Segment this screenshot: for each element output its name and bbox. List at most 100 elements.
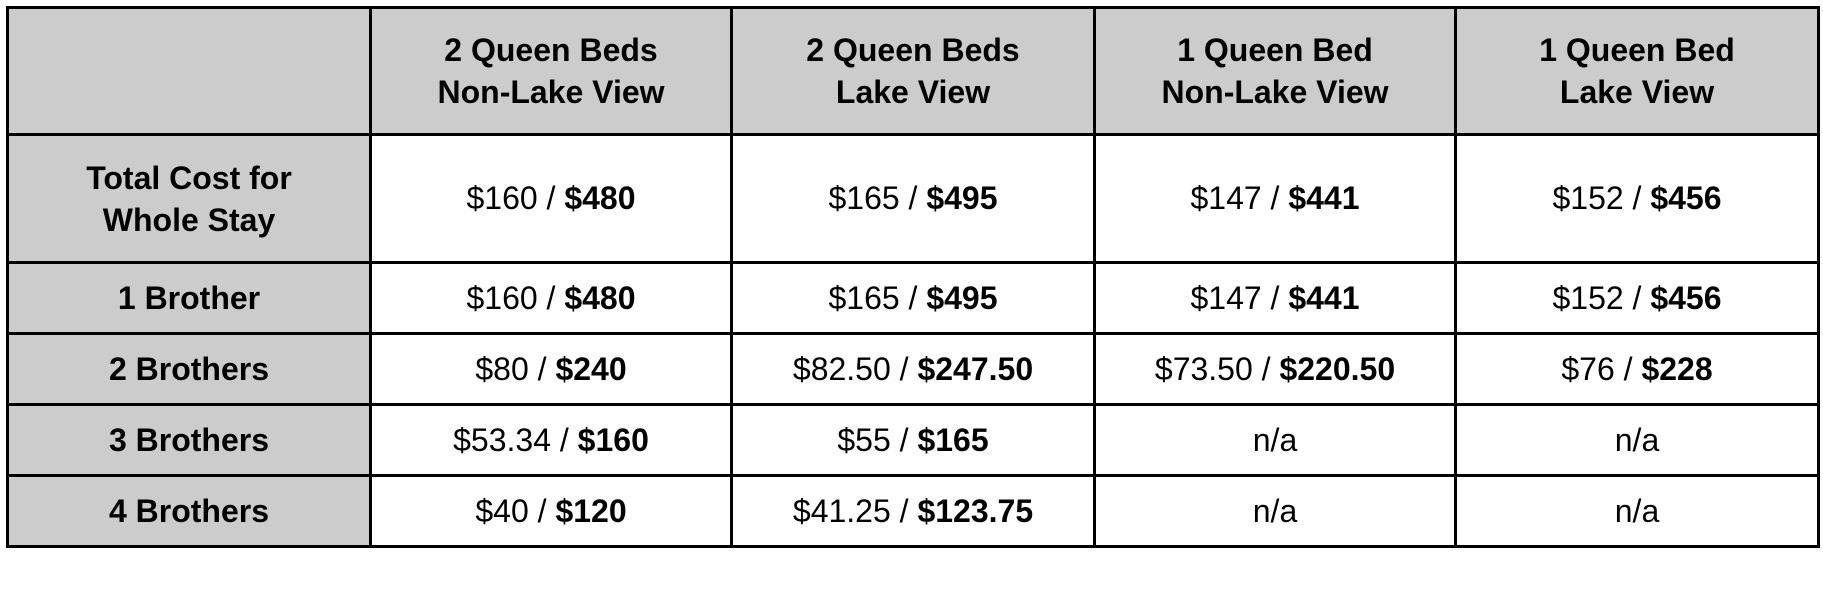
separator: / <box>899 279 927 316</box>
total-price: $495 <box>926 279 998 316</box>
per-night-price: $147 <box>1190 279 1262 316</box>
total-price: $120 <box>555 492 627 529</box>
separator: / <box>890 492 918 529</box>
price-cell: $147 / $441 <box>1093 133 1457 264</box>
per-night-price: $73.50 <box>1154 350 1253 387</box>
corner-header-cell <box>6 6 372 136</box>
total-price: $480 <box>564 279 636 316</box>
total-price: $165 <box>917 421 989 458</box>
total-price: $441 <box>1288 279 1360 316</box>
per-night-price: $165 <box>828 180 900 216</box>
table-row: 4 Brothers $40 / $120 $41.25 / $123.75 n/a n… <box>6 474 1820 548</box>
total-price: $456 <box>1650 279 1722 316</box>
column-header-line: 2 Queen Beds <box>444 32 658 68</box>
price-cell: n/a <box>1454 474 1820 548</box>
total-price: $240 <box>555 350 627 387</box>
price-cell: n/a <box>1454 403 1820 477</box>
per-night-price: n/a <box>1614 421 1660 458</box>
separator: / <box>1261 279 1289 316</box>
per-night-price: $152 <box>1552 180 1624 216</box>
room-cost-table: 2 Queen Beds Non-Lake View 2 Queen Beds Lak… <box>6 6 1820 548</box>
price-cell: n/a <box>1093 403 1457 477</box>
price-cell: $147 / $441 <box>1093 261 1457 335</box>
row-header-line: 3 Brothers <box>108 422 270 458</box>
row-header-line: 1 Brother <box>117 280 261 316</box>
separator: / <box>537 279 565 316</box>
per-night-price: $53.34 <box>453 421 551 458</box>
per-night-price: n/a <box>1614 492 1660 529</box>
price-cell: $152 / $456 <box>1454 261 1820 335</box>
row-header-line: Total Cost for <box>86 159 292 196</box>
separator: / <box>1623 180 1651 216</box>
separator: / <box>528 350 556 387</box>
row-header: Total Cost for Whole Stay <box>6 133 372 264</box>
per-night-price: n/a <box>1252 492 1298 529</box>
total-price: $160 <box>577 421 649 458</box>
total-price: $247.50 <box>917 350 1034 387</box>
total-price: $228 <box>1641 350 1713 387</box>
row-header: 2 Brothers <box>6 332 372 406</box>
table-row: 3 Brothers $53.34 / $160 $55 / $165 n/a n/a <box>6 403 1820 477</box>
table-row: 1 Brother $160 / $480 $165 / $495 $147 / $4… <box>6 261 1820 335</box>
per-night-price: $165 <box>828 279 900 316</box>
price-cell: n/a <box>1093 474 1457 548</box>
row-header: 3 Brothers <box>6 403 372 477</box>
separator: / <box>551 421 578 458</box>
column-header: 1 Queen Bed Lake View <box>1454 6 1820 136</box>
price-cell: $41.25 / $123.75 <box>730 474 1096 548</box>
table-row: 2 Brothers $80 / $240 $82.50 / $247.50 $73.… <box>6 332 1820 406</box>
per-night-price: $147 <box>1190 180 1262 216</box>
price-cell: $73.50 / $220.50 <box>1093 332 1457 406</box>
column-header-line: Lake View <box>835 74 991 110</box>
total-price: $220.50 <box>1279 350 1396 387</box>
column-header: 1 Queen Bed Non-Lake View <box>1093 6 1457 136</box>
price-cell: $53.34 / $160 <box>369 403 733 477</box>
total-price: $480 <box>564 180 636 216</box>
total-price: $495 <box>926 180 998 216</box>
price-cell: $76 / $228 <box>1454 332 1820 406</box>
per-night-price: $76 <box>1561 350 1615 387</box>
price-cell: $160 / $480 <box>369 133 733 264</box>
separator: / <box>537 180 565 216</box>
per-night-price: $55 <box>837 421 891 458</box>
row-header-line: 4 Brothers <box>108 493 270 529</box>
price-cell: $40 / $120 <box>369 474 733 548</box>
price-cell: $165 / $495 <box>730 133 1096 264</box>
total-price: $456 <box>1650 180 1722 216</box>
column-header-line: 1 Queen Bed <box>1539 32 1735 68</box>
per-night-price: n/a <box>1252 421 1298 458</box>
total-price: $123.75 <box>917 492 1034 529</box>
per-night-price: $160 <box>466 180 538 216</box>
separator: / <box>890 421 918 458</box>
separator: / <box>1623 279 1651 316</box>
column-header: 2 Queen Beds Non-Lake View <box>369 6 733 136</box>
column-header-line: Non-Lake View <box>1161 74 1389 110</box>
price-cell: $80 / $240 <box>369 332 733 406</box>
price-cell: $152 / $456 <box>1454 133 1820 264</box>
column-header-line: 2 Queen Beds <box>806 32 1020 68</box>
table-row: Total Cost for Whole Stay $160 / $480 $165 … <box>6 133 1820 264</box>
column-header-line: 1 Queen Bed <box>1177 32 1373 68</box>
per-night-price: $40 <box>475 492 529 529</box>
column-header-line: Lake View <box>1559 74 1715 110</box>
row-header-line: Whole Stay <box>102 201 276 238</box>
separator: / <box>899 180 927 216</box>
per-night-price: $160 <box>466 279 538 316</box>
per-night-price: $82.50 <box>792 350 891 387</box>
price-cell: $165 / $495 <box>730 261 1096 335</box>
price-cell: $55 / $165 <box>730 403 1096 477</box>
price-cell: $160 / $480 <box>369 261 733 335</box>
separator: / <box>890 350 918 387</box>
column-header-line: Non-Lake View <box>437 74 665 110</box>
header-row: 2 Queen Beds Non-Lake View 2 Queen Beds Lak… <box>6 6 1820 136</box>
total-price: $441 <box>1288 180 1360 216</box>
price-cell: $82.50 / $247.50 <box>730 332 1096 406</box>
row-header-line: 2 Brothers <box>108 351 270 387</box>
separator: / <box>528 492 556 529</box>
separator: / <box>1614 350 1642 387</box>
per-night-price: $41.25 <box>792 492 891 529</box>
per-night-price: $80 <box>475 350 529 387</box>
column-header: 2 Queen Beds Lake View <box>730 6 1096 136</box>
row-header: 4 Brothers <box>6 474 372 548</box>
separator: / <box>1252 350 1280 387</box>
